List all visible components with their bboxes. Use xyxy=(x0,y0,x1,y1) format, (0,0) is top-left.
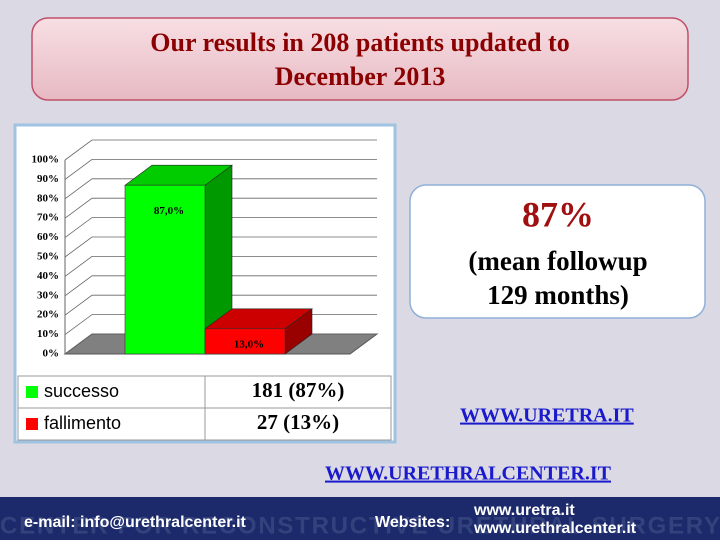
y-tick-label: 80% xyxy=(37,192,59,204)
y-tick-label: 20% xyxy=(37,309,59,321)
y-tick-label: 40% xyxy=(37,270,59,282)
y-tick-label: 10% xyxy=(37,328,59,340)
bar xyxy=(204,328,286,355)
y-tick-label: 60% xyxy=(37,231,59,243)
y-tick-label: 70% xyxy=(37,212,59,224)
legend-label: successo xyxy=(44,381,119,401)
bar xyxy=(124,184,206,355)
y-tick-label: 90% xyxy=(37,173,59,185)
table-cell: 181 (87%) xyxy=(252,378,345,402)
highlight-line: (mean followup xyxy=(468,246,647,276)
y-tick-label: 100% xyxy=(32,154,60,166)
y-tick-label: 50% xyxy=(37,251,59,263)
value-label: 87,0% xyxy=(154,205,184,217)
grid-line xyxy=(64,178,377,200)
link[interactable]: WWW.URETHRALCENTER.IT xyxy=(325,463,612,485)
grid-line xyxy=(64,139,377,161)
grid-line xyxy=(64,255,377,277)
y-tick-label: 0% xyxy=(43,348,60,360)
y-tick-label: 30% xyxy=(37,289,59,301)
legend-swatch xyxy=(26,386,38,398)
highlight-box xyxy=(409,184,706,319)
grid-line xyxy=(64,217,377,238)
table-cell: 27 (13%) xyxy=(257,410,339,434)
footer-site[interactable]: www.uretra.it xyxy=(473,502,575,519)
grid-line xyxy=(64,275,377,297)
link[interactable]: WWW.URETRA.IT xyxy=(460,405,634,427)
value-label: 13,0% xyxy=(234,338,264,350)
footer-label: Websites: xyxy=(375,514,450,531)
grid-line xyxy=(64,197,377,219)
grid-line xyxy=(64,158,377,180)
legend-label: fallimento xyxy=(44,413,121,433)
grid-line xyxy=(64,236,377,258)
title: Our results in 208 patients updated to D… xyxy=(150,28,570,91)
title-wrap: Our results in 208 patients updated to D… xyxy=(150,28,570,91)
footer-site[interactable]: www.urethralcenter.it xyxy=(473,520,637,537)
legend-swatch xyxy=(26,418,38,430)
grid-line xyxy=(64,294,377,316)
watermark: CENTER FOR RECONSTRUCTIVE URETHRAL SURGE… xyxy=(0,512,720,539)
title-box xyxy=(31,17,689,101)
highlight-value: 87% xyxy=(522,194,594,234)
highlight-line: 129 months) xyxy=(487,280,629,310)
footer-email: e-mail: info@urethralcenter.it xyxy=(24,514,247,531)
chart: 0% 10% 20% 30% 40% 50% 60% 70% 80% 90% 100% 87,0% 13… xyxy=(32,139,379,360)
footer xyxy=(0,497,720,540)
